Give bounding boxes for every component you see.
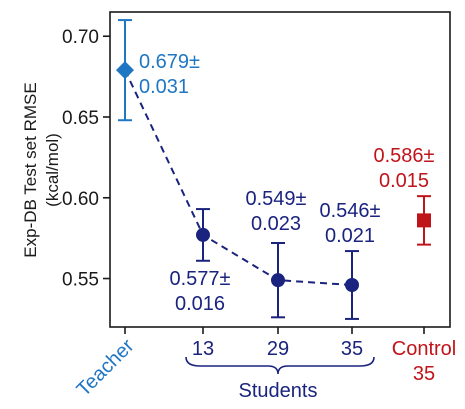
y-tick-label: 0.65: [62, 108, 99, 129]
point-circle: [196, 227, 210, 242]
y-tick-label: 0.70: [62, 27, 99, 48]
y-axis-label-line1: Exp-DB Test set RMSE: [21, 82, 40, 257]
x-tick-label-line2: 35: [413, 363, 435, 385]
point-annotation-value: 0.679±: [139, 51, 200, 73]
y-tick-label: 0.60: [62, 189, 99, 210]
point-annotation-error: 0.015: [379, 170, 429, 192]
x-tick-label: 13: [192, 338, 214, 360]
point-square: [417, 213, 431, 228]
y-axis-ticks: 0.55 0.60 0.65 0.70: [62, 27, 110, 291]
plot-frame: [109, 11, 451, 328]
point-annotation-value: 0.546±: [319, 200, 380, 222]
point-diamond: [116, 61, 134, 80]
point-annotation-error: 0.016: [175, 293, 225, 315]
y-tick-label: 0.55: [62, 270, 99, 291]
x-tick-label: Control: [392, 338, 456, 360]
x-tick-label-teacher: Teacher: [73, 335, 139, 401]
students-group-label: Students: [239, 380, 318, 402]
point-circle: [345, 278, 359, 292]
point-annotation-error: 0.021: [325, 225, 375, 247]
point-circle: [271, 273, 285, 288]
x-tick-label: 35: [341, 338, 363, 360]
point-annotation-value: 0.549±: [245, 188, 306, 210]
point-annotation-error: 0.031: [139, 76, 189, 98]
x-tick-label: 29: [267, 338, 289, 360]
point-annotation-error: 0.023: [251, 213, 301, 235]
students-bracket: [185, 356, 375, 375]
data-series: 0.679± 0.031 0.577± 0.016 0.549± 0.023 0.546± 0…: [116, 19, 435, 320]
point-annotation-value: 0.577±: [169, 268, 230, 290]
point-annotation-value: 0.586±: [373, 145, 434, 167]
students-dashed-line: [124, 69, 353, 286]
y-axis-label-line2: (kcal/mol): [43, 133, 62, 207]
